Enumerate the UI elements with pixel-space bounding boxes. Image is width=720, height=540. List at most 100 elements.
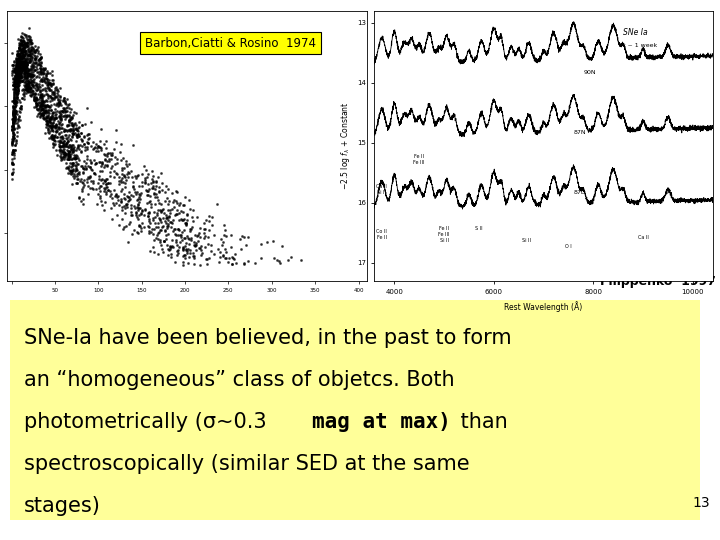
Point <box>22 51 33 59</box>
Point <box>17 71 28 79</box>
Point <box>81 143 93 152</box>
Point <box>156 168 167 177</box>
Point <box>30 54 41 63</box>
Point <box>54 143 66 151</box>
Point <box>73 132 84 141</box>
Point <box>14 70 25 78</box>
Point <box>9 71 21 80</box>
Point <box>21 38 32 47</box>
Point <box>155 226 166 235</box>
Point <box>19 58 31 67</box>
Point <box>71 170 83 178</box>
Point <box>48 136 60 144</box>
Point <box>32 61 43 70</box>
Point <box>42 111 54 119</box>
Point <box>133 198 145 207</box>
Point <box>8 92 19 100</box>
Point <box>34 54 45 63</box>
Point <box>43 116 55 125</box>
Point <box>94 166 106 175</box>
Point <box>14 59 25 68</box>
Point <box>9 112 20 121</box>
Point <box>11 80 22 89</box>
Point <box>84 130 95 138</box>
Point <box>22 87 34 96</box>
Point <box>127 140 139 149</box>
Point <box>161 240 173 249</box>
Point <box>34 109 45 118</box>
Point <box>60 107 71 116</box>
Point <box>14 64 26 72</box>
Point <box>41 90 53 98</box>
Point <box>14 36 26 45</box>
Point <box>49 132 60 141</box>
Point <box>13 74 24 83</box>
Point <box>63 151 75 159</box>
Point <box>10 108 22 117</box>
Point <box>116 206 127 214</box>
Point <box>68 173 80 182</box>
Point <box>53 123 64 131</box>
Point <box>144 229 156 238</box>
Point <box>81 178 93 186</box>
Point <box>22 72 34 80</box>
Point <box>10 71 22 80</box>
Point <box>7 146 19 154</box>
Point <box>148 225 160 233</box>
Point <box>109 159 121 168</box>
Point <box>13 82 24 91</box>
Point <box>22 54 34 63</box>
Point <box>41 77 53 85</box>
Point <box>11 63 22 72</box>
Point <box>71 131 82 139</box>
Point <box>15 72 27 80</box>
Point <box>9 108 20 117</box>
Point <box>11 60 22 69</box>
Point <box>19 56 31 64</box>
Point <box>196 249 207 258</box>
Point <box>47 132 58 141</box>
Point <box>10 89 22 97</box>
Point <box>97 179 109 187</box>
Point <box>116 164 127 173</box>
Point <box>14 54 26 63</box>
Point <box>18 51 30 60</box>
Point <box>37 91 49 99</box>
Point <box>267 237 279 245</box>
Point <box>24 38 35 46</box>
Point <box>12 60 23 69</box>
Point <box>6 158 18 167</box>
Point <box>66 118 78 127</box>
Point <box>9 108 20 117</box>
Point <box>43 85 55 93</box>
Point <box>58 126 69 135</box>
Point <box>12 51 23 60</box>
Point <box>175 207 186 215</box>
Point <box>7 128 19 137</box>
Point <box>15 33 27 42</box>
Point <box>27 46 38 55</box>
Point <box>193 244 204 252</box>
Point <box>6 150 18 158</box>
Point <box>72 159 84 168</box>
Point <box>38 109 50 117</box>
Point <box>78 163 89 172</box>
Point <box>127 211 138 219</box>
Point <box>14 73 25 82</box>
Point <box>35 102 46 111</box>
Point <box>26 72 37 81</box>
Point <box>73 145 85 153</box>
Point <box>36 97 48 106</box>
Point <box>21 41 32 50</box>
Point <box>45 133 57 142</box>
Point <box>22 74 33 83</box>
Point <box>20 73 32 82</box>
Point <box>10 61 22 70</box>
Point <box>8 68 19 76</box>
Point <box>52 85 63 94</box>
Point <box>208 231 220 239</box>
Point <box>166 189 178 198</box>
Point <box>151 209 163 218</box>
Point <box>11 70 22 79</box>
Point <box>153 196 164 205</box>
